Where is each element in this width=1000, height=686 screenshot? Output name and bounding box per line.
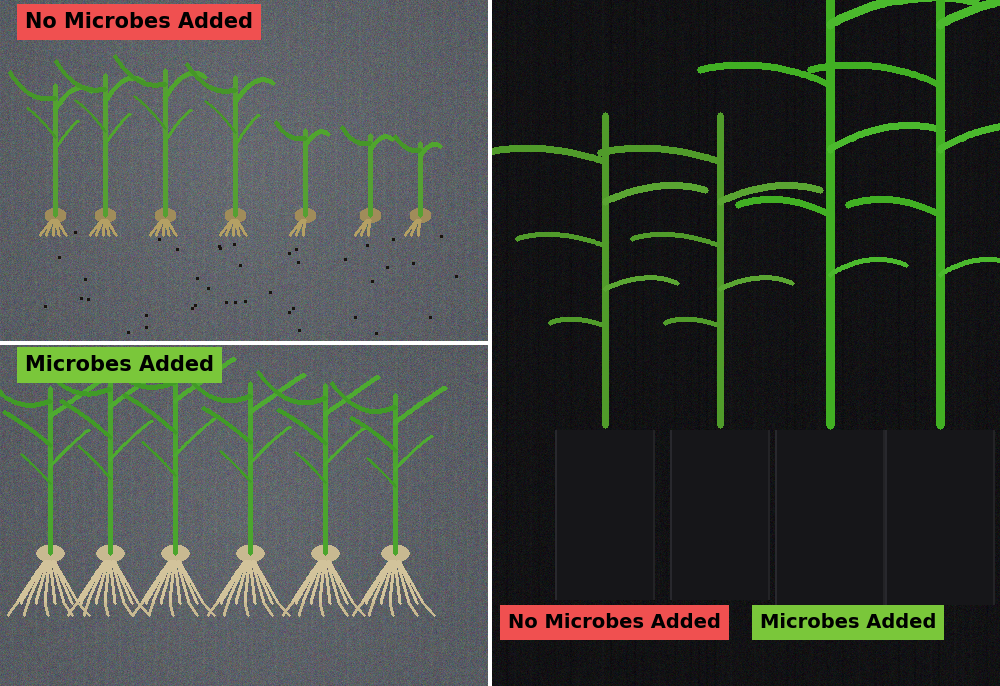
Text: No Microbes Added: No Microbes Added (25, 12, 253, 32)
Text: Microbes Added: Microbes Added (25, 355, 214, 375)
Text: No Microbes Added: No Microbes Added (508, 613, 721, 632)
Text: Microbes Added: Microbes Added (760, 613, 936, 632)
